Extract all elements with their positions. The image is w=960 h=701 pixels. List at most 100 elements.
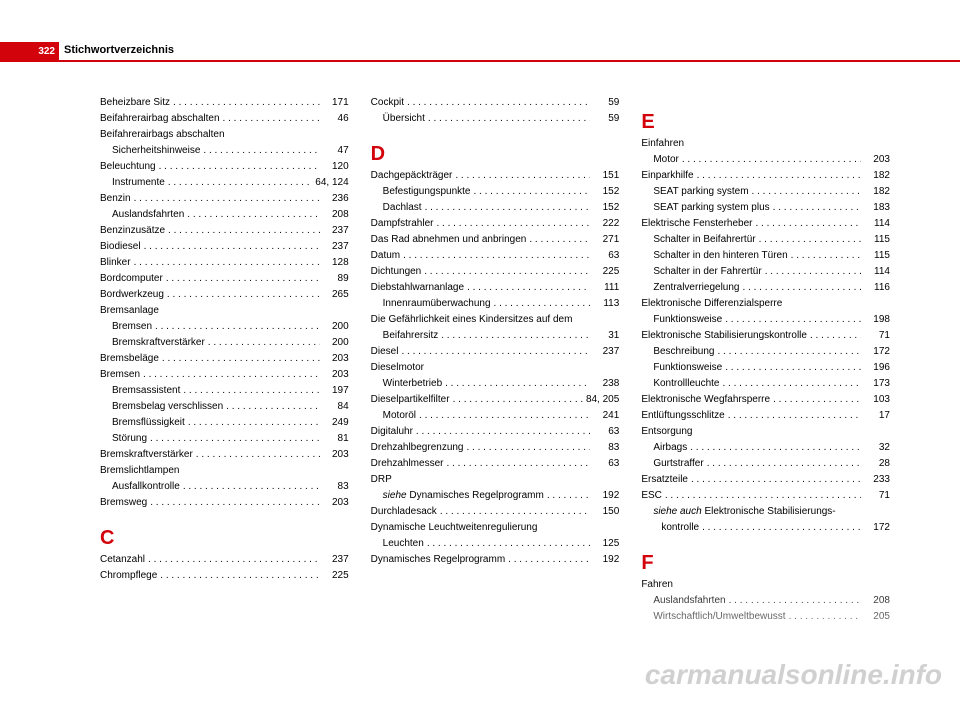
- entry-label: Leuchten: [371, 536, 424, 552]
- entry-label: Elektronische Wegfahrsperre: [641, 392, 770, 408]
- index-entry: Fahren: [641, 577, 890, 593]
- entry-label: Auslandsfahrten: [641, 593, 725, 609]
- index-entry: Bremsanlage: [100, 303, 349, 319]
- index-subentry: Bremsflüssigkeit 249: [100, 415, 349, 431]
- entry-label: Elektronische Stabilisierungskontrolle: [641, 328, 807, 344]
- entry-label: siehe auch Elektronische Stabilisierungs…: [641, 504, 835, 520]
- dot-leaders: [144, 239, 320, 255]
- entry-label: Schalter in Beifahrertür: [641, 232, 755, 248]
- index-entry: Beifahrerairbags abschalten: [100, 127, 349, 143]
- index-subentry: Ausfallkontrolle 83: [100, 479, 349, 495]
- dot-leaders: [691, 472, 861, 488]
- index-entry: Datum63: [371, 248, 620, 264]
- dot-leaders: [159, 159, 320, 175]
- entry-page: 28: [864, 456, 890, 472]
- page-number: 322: [38, 46, 55, 57]
- entry-page: 120: [323, 159, 349, 175]
- dot-leaders: [155, 319, 320, 335]
- header-rule: [0, 60, 960, 62]
- index-subentry: Auslandsfahrten208: [641, 593, 890, 609]
- entry-label: Drehzahlbegrenzung: [371, 440, 464, 456]
- index-entry: Chrompflege225: [100, 568, 349, 584]
- index-subentry: Übersicht59: [371, 111, 620, 127]
- dot-leaders: [167, 287, 320, 303]
- entry-page: 63: [593, 248, 619, 264]
- dot-leaders: [173, 95, 320, 111]
- entry-page: 197: [323, 383, 349, 399]
- dot-leaders: [474, 184, 591, 200]
- index-entry: Elektrische Fensterheber114: [641, 216, 890, 232]
- entry-page: 182: [864, 184, 890, 200]
- index-entry: Bremskraftverstärker203: [100, 447, 349, 463]
- entry-page: 115: [864, 248, 890, 264]
- section-letter: D: [371, 143, 620, 166]
- entry-label: Das Rad abnehmen und anbringen: [371, 232, 527, 248]
- entry-page: 173: [864, 376, 890, 392]
- index-entry: Cockpit59: [371, 95, 620, 111]
- dot-leaders: [441, 328, 590, 344]
- index-entry: Dynamisches Regelprogramm192: [371, 552, 620, 568]
- entry-label: Elektronische Differenzialsperre: [641, 296, 782, 312]
- page-title: Stichwortverzeichnis: [64, 44, 174, 56]
- entry-label: kontrolle: [641, 520, 699, 536]
- entry-label: Bordcomputer: [100, 271, 163, 287]
- dot-leaders: [446, 456, 590, 472]
- entry-label: Ausfallkontrolle: [100, 479, 180, 495]
- entry-label: Beifahrerairbags abschalten: [100, 127, 225, 143]
- entry-page: 249: [323, 415, 349, 431]
- index-subentry: Störung81: [100, 431, 349, 447]
- index-entry: Drehzahlmesser63: [371, 456, 620, 472]
- entry-page: 84: [323, 399, 349, 415]
- index-entry: Bremsbeläge203: [100, 351, 349, 367]
- index-subentry: Schalter in Beifahrertür115: [641, 232, 890, 248]
- entry-label: Dampfstrahler: [371, 216, 434, 232]
- entry-label: Airbags: [641, 440, 687, 456]
- entry-page: 151: [593, 168, 619, 184]
- entry-label: Winterbetrieb: [371, 376, 442, 392]
- index-subentry: Gurtstraffer28: [641, 456, 890, 472]
- entry-label: Dynamisches Regelprogramm: [371, 552, 506, 568]
- watermark-text: carmanualsonline.info: [645, 659, 942, 691]
- entry-label: ESC: [641, 488, 662, 504]
- index-entry: Blinker128: [100, 255, 349, 271]
- index-entry: Das Rad abnehmen und anbringen271: [371, 232, 620, 248]
- dot-leaders: [424, 264, 590, 280]
- entry-page: 64, 124: [315, 175, 348, 191]
- entry-label: Bremskraftverstärker: [100, 335, 205, 351]
- index-entry: Cetanzahl237: [100, 552, 349, 568]
- entry-page: 114: [864, 264, 890, 280]
- entry-label: Bremskraftverstärker: [100, 447, 193, 463]
- entry-page: 83: [323, 479, 349, 495]
- entry-page: 31: [593, 328, 619, 344]
- index-subentry: Motor203: [641, 152, 890, 168]
- index-entry: Benzinzusätze237: [100, 223, 349, 239]
- entry-label: Kontrollleuchte: [641, 376, 719, 392]
- entry-page: 265: [323, 287, 349, 303]
- index-entry: Bordwerkzeug265: [100, 287, 349, 303]
- entry-label: DRP: [371, 472, 392, 488]
- index-entry: Drehzahlbegrenzung83: [371, 440, 620, 456]
- index-subentry: Funktionsweise198: [641, 312, 890, 328]
- dot-leaders: [791, 248, 861, 264]
- entry-label: Entlüftungsschlitze: [641, 408, 724, 424]
- entry-label: Wirtschaftlich/Umweltbewusst: [641, 609, 785, 625]
- entry-label: Beschreibung: [641, 344, 714, 360]
- index-entry: Dampfstrahler222: [371, 216, 620, 232]
- dot-leaders: [742, 280, 860, 296]
- index-entry: Beleuchtung120: [100, 159, 349, 175]
- entry-label: Cockpit: [371, 95, 404, 111]
- entry-label: Cetanzahl: [100, 552, 145, 568]
- entry-page: 17: [864, 408, 890, 424]
- entry-label: Drehzahlmesser: [371, 456, 444, 472]
- entry-label: Bremsflüssigkeit: [100, 415, 185, 431]
- dot-leaders: [494, 296, 591, 312]
- dot-leaders: [425, 200, 591, 216]
- index-subentry: Instrumente64, 124: [100, 175, 349, 191]
- entry-page: 198: [864, 312, 890, 328]
- entry-label: Schalter in den hinteren Türen: [641, 248, 787, 264]
- entry-label: Elektrische Fensterheber: [641, 216, 752, 232]
- dot-leaders: [697, 168, 861, 184]
- index-entry: Ersatzteile233: [641, 472, 890, 488]
- index-entry: Durchladesack150: [371, 504, 620, 520]
- entry-label: Bremsbelag verschlissen: [100, 399, 223, 415]
